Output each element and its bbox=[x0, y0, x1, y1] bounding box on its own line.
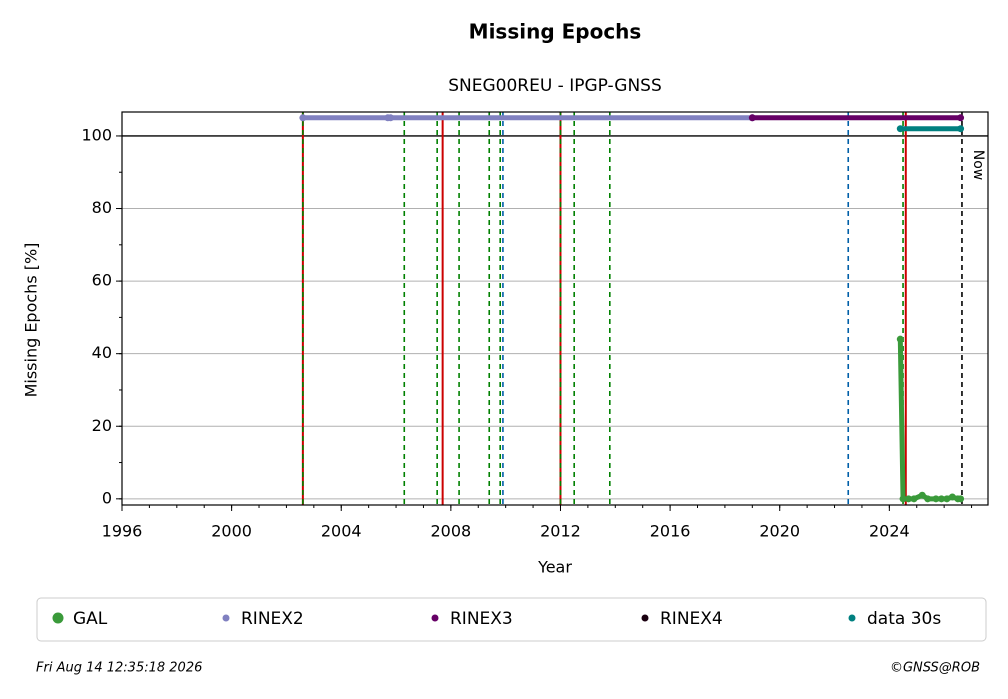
chart-subtitle: SNEG00REU - IPGP-GNSS bbox=[448, 76, 662, 96]
legend-marker bbox=[848, 614, 856, 622]
data-point bbox=[932, 495, 940, 503]
x-tick-label: 1996 bbox=[102, 522, 143, 541]
data-point bbox=[905, 495, 913, 503]
timestamp: Fri Aug 14 12:35:18 2026 bbox=[36, 661, 202, 676]
plot-frame bbox=[121, 111, 989, 506]
data-point bbox=[896, 125, 904, 133]
legend-marker bbox=[222, 614, 230, 622]
data-point bbox=[910, 495, 918, 503]
data-point bbox=[896, 335, 904, 343]
data-point bbox=[924, 495, 932, 503]
x-tick-label: 2012 bbox=[540, 522, 581, 541]
legend-label: RINEX4 bbox=[660, 609, 723, 629]
data-point bbox=[957, 495, 965, 503]
y-tick-label: 60 bbox=[92, 271, 112, 290]
data-point bbox=[957, 125, 965, 133]
x-tick-label: 2016 bbox=[650, 522, 691, 541]
y-tick-label: 40 bbox=[92, 343, 112, 362]
y-tick-label: 20 bbox=[92, 416, 112, 435]
now-label: Now bbox=[970, 150, 986, 181]
series-line bbox=[897, 336, 964, 502]
chart-title: Missing Epochs bbox=[469, 20, 642, 44]
data-point bbox=[387, 114, 395, 122]
data-point bbox=[943, 495, 951, 503]
legend-label: data 30s bbox=[867, 609, 941, 629]
x-axis-label: Year bbox=[537, 558, 572, 577]
data-point bbox=[948, 493, 956, 501]
y-tick-label: 80 bbox=[92, 198, 112, 217]
legend-marker bbox=[52, 612, 64, 624]
legend-label: GAL bbox=[73, 609, 108, 629]
x-tick-label: 2000 bbox=[211, 522, 252, 541]
legend-marker bbox=[641, 614, 649, 622]
y-tick-label: 0 bbox=[102, 488, 112, 507]
data-point bbox=[899, 495, 907, 503]
x-tick-label: 2008 bbox=[431, 522, 472, 541]
data-point bbox=[957, 114, 965, 122]
credit: ©GNSS@ROB bbox=[890, 661, 980, 676]
data-point bbox=[299, 114, 307, 122]
y-axis-label: Missing Epochs [%] bbox=[22, 243, 41, 398]
legend-box bbox=[36, 597, 987, 642]
legend-label: RINEX2 bbox=[241, 609, 304, 629]
x-tick-label: 2024 bbox=[869, 522, 910, 541]
data-point bbox=[937, 495, 945, 503]
legend-label: RINEX3 bbox=[450, 609, 513, 629]
x-tick-label: 2020 bbox=[759, 522, 800, 541]
y-tick-label: 100 bbox=[81, 125, 112, 144]
legend-marker bbox=[431, 614, 439, 622]
x-tick-label: 2004 bbox=[321, 522, 362, 541]
data-point bbox=[918, 491, 926, 499]
data-point bbox=[748, 114, 756, 122]
